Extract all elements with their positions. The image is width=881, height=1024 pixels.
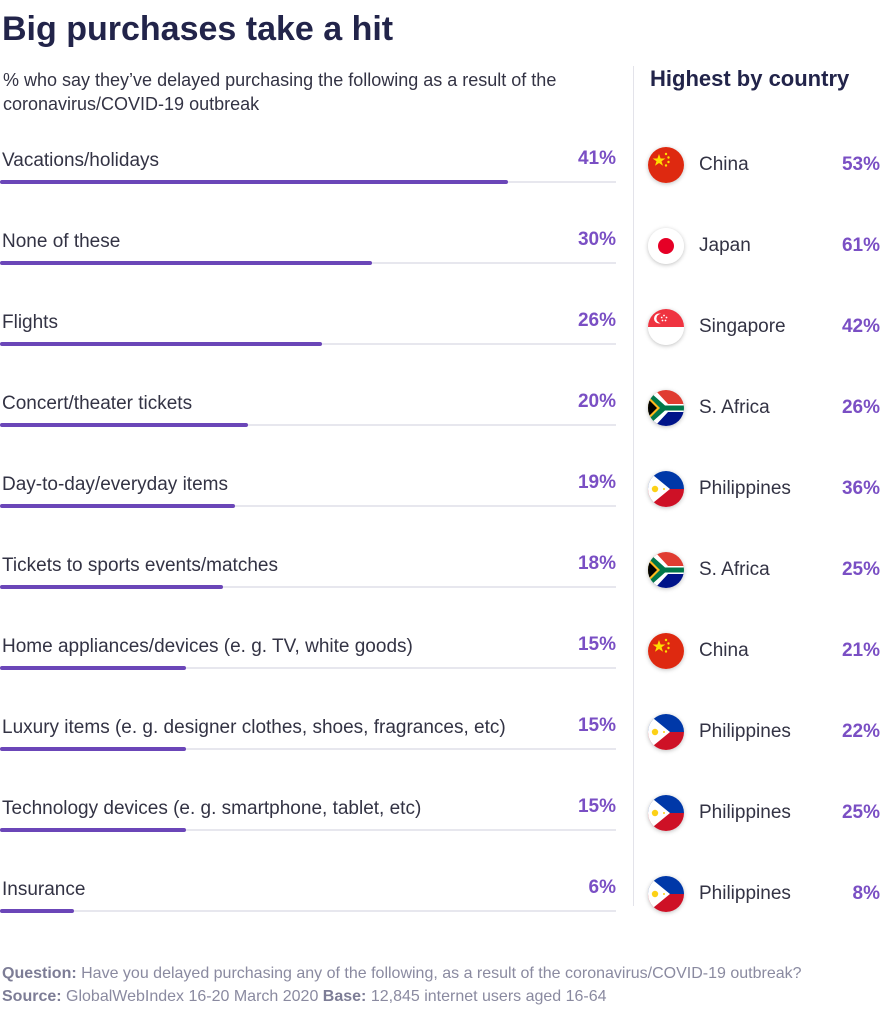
country-name: China <box>699 640 749 661</box>
singapore-flag-icon <box>648 309 684 345</box>
bar <box>0 180 508 184</box>
category-label: Concert/theater tickets <box>2 393 193 414</box>
chart-footer: Question: Have you delayed purchasing an… <box>2 962 862 1008</box>
country-name: China <box>699 154 749 175</box>
value-label: 15% <box>577 634 616 655</box>
china-flag-icon <box>648 633 684 669</box>
country-value-label: 36% <box>841 478 880 499</box>
category-label: Vacations/holidays <box>2 150 160 171</box>
bar <box>0 504 235 508</box>
category-label: Insurance <box>2 879 86 900</box>
chart-title: Big purchases take a hit <box>2 10 394 48</box>
bar <box>0 909 74 913</box>
value-label: 30% <box>577 229 616 250</box>
category-label: None of these <box>2 231 121 252</box>
country-value-label: 8% <box>852 883 880 904</box>
chart-row: Day-to-day/everyday items 19% Philippines 3… <box>0 462 881 543</box>
philippines-flag-icon <box>648 795 684 831</box>
highest-by-country-header: Highest by country <box>650 66 850 91</box>
country-value-label: 53% <box>841 154 880 175</box>
chart-row: Insurance 6% Philippines 8% <box>0 867 881 948</box>
chart-row: Technology devices (e. g. smartphone, ta… <box>0 786 881 867</box>
chart-row: None of these 30% Japan 61% <box>0 219 881 300</box>
philippines-flag-icon <box>648 714 684 750</box>
value-label: 15% <box>577 796 616 817</box>
category-label: Technology devices (e. g. smartphone, ta… <box>2 798 422 819</box>
japan-flag-icon <box>648 228 684 264</box>
bar <box>0 261 372 265</box>
country-name: Philippines <box>699 478 791 499</box>
value-label: 15% <box>577 715 616 736</box>
bar-track <box>0 829 616 831</box>
category-label: Tickets to sports events/matches <box>2 555 278 576</box>
bar <box>0 342 322 346</box>
bar-track <box>0 586 616 588</box>
bar-track <box>0 667 616 669</box>
source-text: GlobalWebIndex 16-20 March 2020 <box>66 988 319 1005</box>
bar-track <box>0 424 616 426</box>
china-flag-icon <box>648 147 684 183</box>
philippines-flag-icon <box>648 471 684 507</box>
value-label: 20% <box>577 391 616 412</box>
bar <box>0 828 186 832</box>
value-label: 18% <box>577 553 616 574</box>
south-africa-flag-icon <box>648 552 684 588</box>
bar-track <box>0 910 616 912</box>
chart-row: Tickets to sports events/matches 18% S. Af… <box>0 543 881 624</box>
country-value-label: 25% <box>841 559 880 580</box>
country-name: S. Africa <box>699 559 770 580</box>
column-divider <box>633 66 634 906</box>
bar-track <box>0 505 616 507</box>
chart-row: Concert/theater tickets 20% S. Africa 26% <box>0 381 881 462</box>
chart-row: Vacations/holidays 41% China 53% <box>0 138 881 219</box>
country-name: S. Africa <box>699 397 770 418</box>
country-value-label: 61% <box>841 235 880 256</box>
category-label: Luxury items (e. g. designer clothes, sh… <box>2 717 506 738</box>
question-text: Have you delayed purchasing any of the f… <box>81 965 802 982</box>
value-label: 41% <box>577 148 616 169</box>
country-value-label: 26% <box>841 397 880 418</box>
country-value-label: 21% <box>841 640 880 661</box>
chart-subtitle: % who say they’ve delayed purchasing the… <box>3 70 557 114</box>
bar-track <box>0 748 616 750</box>
country-name: Singapore <box>699 316 786 337</box>
country-value-label: 22% <box>841 721 880 742</box>
bar <box>0 747 186 751</box>
south-africa-flag-icon <box>648 390 684 426</box>
chart-row: Luxury items (e. g. designer clothes, sh… <box>0 705 881 786</box>
bar <box>0 666 186 670</box>
value-label: 6% <box>588 877 616 898</box>
philippines-flag-icon <box>648 876 684 912</box>
country-name: Philippines <box>699 721 791 742</box>
country-value-label: 25% <box>841 802 880 823</box>
value-label: 26% <box>577 310 616 331</box>
base-label: Base: <box>322 988 367 1005</box>
bar <box>0 585 223 589</box>
value-label: 19% <box>577 472 616 493</box>
question-label: Question: <box>2 965 77 982</box>
country-name: Japan <box>699 235 751 256</box>
country-name: Philippines <box>699 883 791 904</box>
category-label: Flights <box>2 312 58 333</box>
country-value-label: 42% <box>841 316 880 337</box>
bar <box>0 423 248 427</box>
chart-row: Home appliances/devices (e. g. TV, white… <box>0 624 881 705</box>
source-label: Source: <box>2 988 62 1005</box>
category-label: Home appliances/devices (e. g. TV, white… <box>2 636 413 657</box>
base-text: 12,845 internet users aged 16-64 <box>370 988 607 1005</box>
category-label: Day-to-day/everyday items <box>2 474 228 495</box>
chart-row: Flights 26% Singapore 42% <box>0 300 881 381</box>
country-name: Philippines <box>699 802 791 823</box>
